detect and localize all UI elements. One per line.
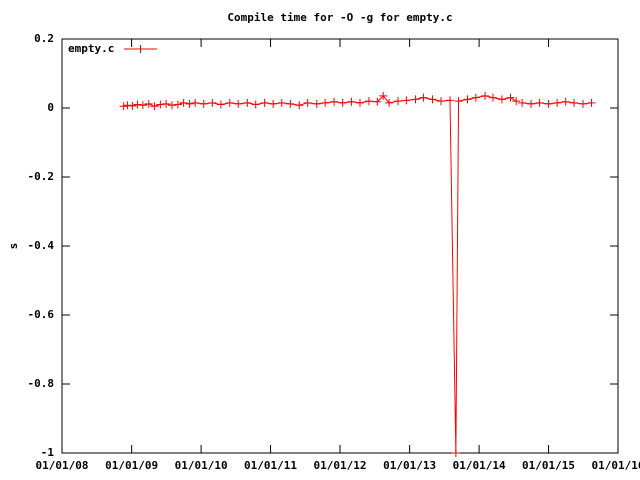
point-marker	[123, 101, 132, 110]
point-marker	[251, 100, 260, 109]
point-marker	[561, 97, 570, 106]
point-marker	[512, 97, 521, 106]
point-marker	[321, 98, 330, 107]
point-marker	[506, 93, 515, 102]
point-marker	[497, 95, 506, 104]
x-tick-label: 01/01/08	[36, 459, 89, 472]
point-marker	[199, 99, 208, 108]
y-tick-label: 0.2	[34, 32, 54, 45]
point-marker	[269, 99, 278, 108]
x-tick-label: 01/01/13	[383, 459, 436, 472]
point-marker	[119, 102, 128, 111]
point-marker	[312, 99, 321, 108]
point-marker	[355, 98, 364, 107]
point-marker	[225, 98, 234, 107]
point-marker	[544, 99, 553, 108]
point-marker	[179, 98, 188, 107]
point-marker	[535, 98, 544, 107]
y-tick-label: -0.8	[28, 377, 55, 390]
point-marker	[277, 98, 286, 107]
point-marker	[191, 98, 200, 107]
point-marker	[488, 93, 497, 102]
chart-title: Compile time for -O -g for empty.c	[227, 11, 452, 24]
x-tick-label: 01/01/09	[105, 459, 158, 472]
point-marker	[587, 98, 596, 107]
legend-swatch-marker	[136, 45, 145, 53]
point-marker	[373, 97, 382, 106]
point-marker	[260, 98, 269, 107]
y-axis-label: s	[7, 243, 20, 250]
point-marker	[518, 98, 527, 107]
point-marker	[527, 99, 536, 108]
y-tick-label: -0.2	[28, 170, 55, 183]
x-tick-label: 01/01/15	[522, 459, 575, 472]
point-marker	[208, 98, 217, 107]
point-marker	[133, 100, 142, 109]
point-marker	[471, 93, 480, 102]
point-marker	[578, 99, 587, 108]
x-tick-label: 01/01/16	[592, 459, 640, 472]
y-tick-label: -1	[41, 446, 55, 459]
point-marker	[167, 101, 176, 110]
x-tick-label: 01/01/11	[244, 459, 297, 472]
point-marker	[451, 449, 460, 457]
point-marker	[162, 99, 171, 108]
y-tick-label: 0	[47, 101, 54, 114]
point-marker	[445, 96, 454, 105]
point-marker	[411, 95, 420, 104]
point-marker	[150, 102, 159, 111]
point-marker	[402, 96, 411, 105]
point-marker	[330, 97, 339, 106]
point-marker	[243, 98, 252, 107]
point-marker	[419, 93, 428, 102]
point-marker	[379, 91, 388, 100]
point-marker	[185, 99, 194, 108]
point-marker	[173, 100, 182, 109]
legend-label: empty.c	[68, 42, 114, 55]
y-tick-label: -0.6	[28, 308, 55, 321]
point-marker	[428, 95, 437, 104]
point-marker	[437, 97, 446, 106]
point-marker	[138, 101, 147, 110]
x-tick-label: 01/01/14	[453, 459, 506, 472]
point-marker	[394, 97, 403, 106]
point-marker	[463, 95, 472, 104]
point-marker	[303, 98, 312, 107]
point-marker	[454, 97, 463, 106]
y-tick-label: -0.4	[28, 239, 55, 252]
point-marker	[144, 99, 153, 108]
point-marker	[364, 97, 373, 106]
x-tick-label: 01/01/12	[314, 459, 367, 472]
point-marker	[216, 100, 225, 109]
point-marker	[338, 98, 347, 107]
point-marker	[295, 101, 304, 110]
point-marker	[234, 99, 243, 108]
point-marker	[553, 98, 562, 107]
point-marker	[385, 98, 394, 107]
x-tick-label: 01/01/10	[175, 459, 228, 472]
point-marker	[156, 100, 165, 109]
point-marker	[286, 99, 295, 108]
point-marker	[128, 101, 137, 110]
point-marker	[570, 98, 579, 107]
point-marker	[347, 97, 356, 106]
point-marker	[480, 91, 489, 100]
